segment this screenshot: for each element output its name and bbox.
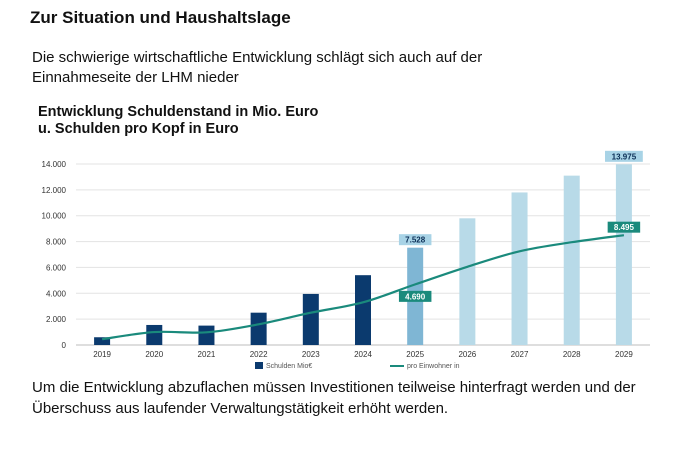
legend-label-per-capita: pro Einwohner in: [407, 363, 460, 370]
bar-2023: [302, 293, 319, 345]
legend-label-debt: Schulden Mio€: [266, 363, 312, 370]
y-tick-label: 4.000: [46, 289, 67, 298]
chart-title-line-2: u. Schulden pro Kopf in Euro: [38, 121, 239, 137]
page-title: Zur Situation und Haushaltslage: [30, 8, 291, 27]
legend-swatch-debt: [255, 362, 263, 369]
bar-2021: [198, 325, 215, 345]
x-tick-label: 2021: [198, 350, 216, 359]
x-tick-label: 2028: [563, 350, 581, 359]
x-tick-label: 2019: [93, 350, 111, 359]
conclusion-text: Um die Entwicklung abzuflachen müssen In…: [32, 379, 636, 417]
x-tick-label: 2025: [406, 350, 424, 359]
data-label-box: [607, 221, 641, 233]
y-tick-label: 12.000: [42, 186, 67, 195]
y-tick-label: 8.000: [46, 238, 67, 247]
y-tick-label: 10.000: [42, 212, 67, 221]
data-label: 13.975: [612, 152, 637, 161]
data-label-box: [398, 234, 432, 246]
line-series-per-capita: [101, 234, 625, 341]
chart-title: Entwicklung Schuldenstand in Mio. Euro u…: [38, 104, 318, 138]
x-tick-label: 2023: [302, 350, 320, 359]
y-tick-label: 0: [62, 341, 67, 350]
data-label: 4.690: [405, 292, 426, 301]
y-tick-label: 6.000: [46, 263, 67, 272]
data-label: 8.495: [614, 223, 635, 232]
y-tick-label: 14.000: [42, 160, 67, 169]
bar-2019: [94, 337, 111, 345]
x-tick-label: 2029: [615, 350, 633, 359]
x-tick-label: 2024: [354, 350, 372, 359]
y-tick-label: 2.000: [46, 315, 67, 324]
bar-2027: [511, 192, 528, 345]
bar-2024: [355, 275, 371, 345]
bar-2029: [615, 164, 632, 345]
data-label-box: [398, 290, 432, 302]
bar-2022: [250, 312, 267, 345]
data-label-box: [605, 150, 643, 162]
x-tick-label: 2026: [458, 350, 476, 359]
chart-title-line-1: Entwicklung Schuldenstand in Mio. Euro: [38, 104, 319, 120]
x-tick-label: 2027: [511, 350, 529, 359]
intro-text: Die schwierige wirtschaftliche Entwicklu…: [32, 49, 483, 86]
x-tick-label: 2020: [145, 350, 163, 359]
bar-2020: [146, 324, 163, 345]
x-tick-label: 2022: [250, 350, 268, 359]
bar-2028: [563, 175, 580, 345]
bar-2026: [459, 218, 476, 345]
data-label: 7.528: [405, 236, 426, 245]
